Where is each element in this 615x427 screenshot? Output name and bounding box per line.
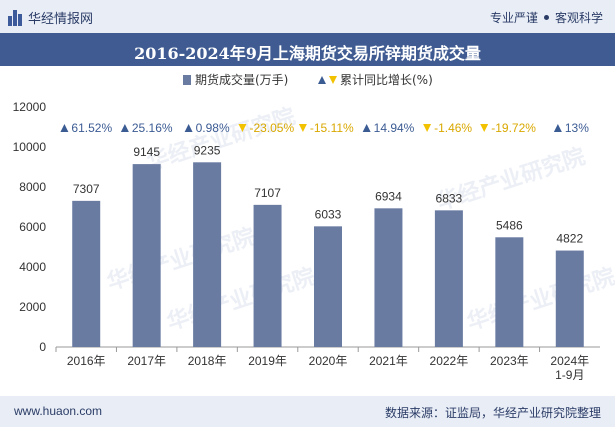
bar-value-label: 6934 bbox=[375, 189, 402, 203]
bar bbox=[72, 200, 101, 347]
x-tick-label: 2016年 bbox=[67, 354, 106, 368]
growth-up-triangle-icon bbox=[120, 124, 129, 132]
y-tick-label: 12000 bbox=[13, 100, 47, 114]
bar-value-label: 5486 bbox=[496, 218, 523, 232]
bar-value-label: 7107 bbox=[254, 186, 281, 200]
x-tick-label: 2019年 bbox=[248, 354, 287, 368]
growth-down-triangle-icon bbox=[423, 124, 432, 132]
growth-up-triangle-icon bbox=[553, 124, 562, 132]
brand: 华经情报网 bbox=[8, 8, 93, 27]
watermark-text: 华经产业研究院 bbox=[164, 263, 319, 335]
y-tick-label: 6000 bbox=[19, 220, 46, 234]
y-tick-label: 4000 bbox=[19, 260, 46, 274]
bar bbox=[555, 250, 584, 347]
footer-source: 数据来源：证监局，华经产业研究院整理 bbox=[384, 406, 601, 420]
legend-growth-label: 累计同比增长(%) bbox=[340, 73, 433, 87]
growth-value-label: -1.46% bbox=[434, 121, 472, 135]
y-tick-label: 0 bbox=[39, 340, 46, 354]
legend-up-triangle-icon bbox=[318, 76, 326, 84]
growth-value-label: 14.94% bbox=[374, 121, 415, 135]
growth-value-label: 61.52% bbox=[71, 121, 112, 135]
bar bbox=[132, 164, 161, 347]
x-tick-label: 2017年 bbox=[127, 354, 166, 368]
separator-dot-icon bbox=[543, 15, 549, 20]
slogan-tag-1: 专业严谨 bbox=[489, 11, 538, 25]
bar-value-label: 4822 bbox=[556, 232, 583, 246]
brand-logo-icon bbox=[8, 9, 22, 26]
bar-value-label: 7307 bbox=[73, 182, 100, 196]
x-tick-label: 2018年 bbox=[188, 354, 227, 368]
y-tick-label: 10000 bbox=[13, 140, 47, 154]
slogan: 专业严谨 客观科学 bbox=[490, 9, 603, 26]
chart-title: 2016-2024年9月上海期货交易所锌期货成交量 bbox=[134, 44, 481, 63]
bar bbox=[434, 210, 463, 347]
bar bbox=[495, 237, 524, 347]
x-tick-label: 2024年 bbox=[550, 354, 589, 368]
growth-value-label: -19.72% bbox=[491, 121, 536, 135]
growth-up-triangle-icon bbox=[60, 124, 69, 132]
x-tick-label: 2023年 bbox=[490, 354, 529, 368]
top-bar: 华经情报网 专业严谨 客观科学 bbox=[0, 0, 615, 33]
growth-up-triangle-icon bbox=[184, 124, 193, 132]
bar-value-label: 6833 bbox=[436, 191, 463, 205]
legend-bar-swatch bbox=[183, 75, 191, 85]
slogan-tag-2: 客观科学 bbox=[554, 11, 603, 25]
growth-value-label: -23.05% bbox=[249, 121, 294, 135]
brand-name: 华经情报网 bbox=[28, 11, 94, 26]
bar bbox=[374, 208, 403, 347]
x-tick-label: 2022年 bbox=[430, 354, 469, 368]
y-tick-label: 8000 bbox=[19, 180, 46, 194]
growth-value-label: -15.11% bbox=[310, 121, 354, 135]
growth-value-label: 0.98% bbox=[196, 121, 230, 135]
title-bar: 2016-2024年9月上海期货交易所锌期货成交量 bbox=[0, 33, 615, 66]
growth-down-triangle-icon bbox=[480, 124, 489, 132]
growth-value-label: 13% bbox=[565, 121, 589, 135]
bar-value-label: 9235 bbox=[194, 143, 221, 157]
x-tick-label: 2021年 bbox=[369, 354, 408, 368]
growth-down-triangle-icon bbox=[238, 124, 247, 132]
legend-bar-label: 期货成交量(万手) bbox=[195, 72, 288, 87]
footer-bar: www.huaon.com 数据来源：证监局，华经产业研究院整理 bbox=[0, 396, 615, 427]
x-tick-label: 2020年 bbox=[309, 354, 348, 368]
bar-value-label: 6033 bbox=[315, 207, 342, 221]
legend-down-triangle-icon bbox=[329, 76, 337, 84]
watermark-text: 华经产业研究院 bbox=[464, 263, 615, 335]
bar-value-label: 9145 bbox=[133, 145, 160, 159]
x-tick-label: 1-9月 bbox=[555, 368, 584, 382]
growth-value-label: 25.16% bbox=[132, 121, 173, 135]
y-tick-label: 2000 bbox=[19, 300, 46, 314]
watermark-text: 华经产业研究院 bbox=[104, 223, 259, 295]
footer-site-url[interactable]: www.huaon.com bbox=[14, 404, 103, 418]
bar bbox=[193, 162, 222, 347]
bar bbox=[314, 226, 342, 347]
growth-down-triangle-icon bbox=[298, 124, 307, 132]
bar bbox=[253, 204, 282, 347]
growth-up-triangle-icon bbox=[362, 124, 371, 132]
